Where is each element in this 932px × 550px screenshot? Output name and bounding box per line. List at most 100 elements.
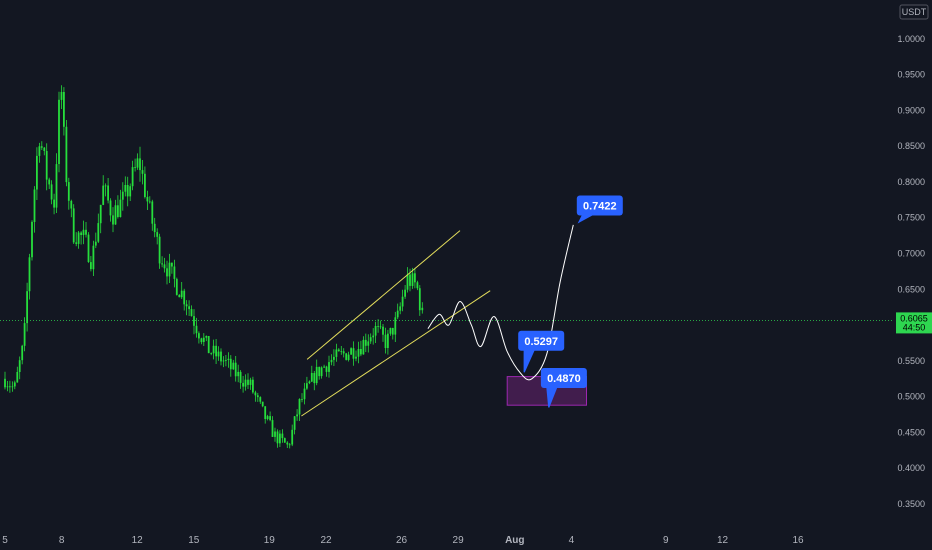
- callout-label: 0.5297: [524, 336, 558, 348]
- candle-body: [139, 158, 141, 171]
- candle-body: [360, 349, 362, 355]
- candle-body: [43, 147, 46, 151]
- candle-body: [53, 199, 55, 208]
- candle-body: [26, 291, 28, 324]
- y-tick-label: 0.3500: [897, 499, 925, 509]
- callout-box: [576, 195, 623, 216]
- candle-body: [131, 167, 134, 187]
- candle-body: [256, 395, 259, 398]
- candle-body: [33, 189, 36, 222]
- candle-body: [6, 386, 9, 388]
- candle-body: [237, 371, 240, 377]
- x-tick-label: 16: [792, 535, 804, 546]
- candle-body: [50, 184, 53, 200]
- y-tick-label: 0.5500: [897, 356, 925, 366]
- candle-body: [65, 126, 68, 183]
- candle-body: [16, 372, 19, 383]
- candle-body: [70, 200, 73, 209]
- candle-body: [180, 290, 183, 298]
- x-tick-label: 8: [59, 535, 65, 546]
- candle-body: [335, 349, 338, 357]
- callout-label: 0.4870: [547, 373, 581, 385]
- candle-body: [261, 401, 264, 407]
- candle-body: [153, 223, 156, 233]
- y-tick-label: 0.6500: [897, 284, 925, 294]
- y-tick-label: 0.5000: [897, 392, 925, 402]
- candle-body: [350, 348, 352, 355]
- x-tick-label: 26: [396, 535, 408, 546]
- time-axis[interactable]: 5 8 12 15 19 22 26 29 Aug 4 9 12 16: [2, 535, 804, 546]
- candle-body: [40, 146, 43, 148]
- candle-body: [266, 416, 269, 419]
- price-callout[interactable]: 0.5297: [518, 330, 565, 373]
- candle-body: [75, 242, 78, 244]
- candle-body: [269, 416, 271, 421]
- candlestick-series: [4, 85, 424, 449]
- candle-body: [242, 382, 244, 387]
- candle-body: [310, 373, 313, 382]
- candle-body: [77, 232, 80, 244]
- candle-body: [234, 362, 237, 377]
- candle-body: [94, 241, 97, 246]
- callout-box: [540, 368, 587, 388]
- candle-body: [387, 333, 389, 348]
- y-tick-label: 0.7500: [897, 213, 925, 223]
- y-tick-label: 0.4500: [897, 427, 925, 437]
- candle-body: [173, 266, 176, 279]
- candle-body: [306, 383, 308, 389]
- candle-body: [384, 334, 387, 348]
- candle-body: [391, 328, 394, 335]
- candle-body: [418, 288, 421, 311]
- candle-body: [220, 351, 222, 362]
- candle-body: [279, 433, 281, 444]
- candle-body: [396, 310, 399, 318]
- candle-body: [87, 234, 90, 262]
- x-tick-label: 9: [663, 535, 669, 546]
- candle-body: [372, 335, 375, 338]
- candle-body: [136, 158, 139, 168]
- x-tick-label: 29: [453, 535, 465, 546]
- candle-body: [303, 388, 306, 400]
- candle-body: [369, 337, 372, 342]
- y-tick-label: 0.8500: [897, 141, 925, 151]
- candle-body: [161, 263, 163, 265]
- y-tick-label: 0.9000: [897, 105, 925, 115]
- candle-body: [271, 420, 274, 437]
- candle-body: [205, 336, 208, 338]
- candle-body: [367, 341, 370, 346]
- candle-body: [330, 359, 333, 363]
- candle-body: [104, 185, 107, 187]
- candle-body: [276, 431, 279, 444]
- x-tick-label: 22: [320, 535, 332, 546]
- candle-body: [183, 290, 186, 305]
- candle-body: [409, 274, 411, 286]
- candle-body: [379, 326, 382, 328]
- candle-body: [58, 99, 60, 164]
- candle-body: [320, 367, 323, 377]
- candle-body: [31, 221, 33, 258]
- candle-body: [28, 257, 31, 292]
- candle-body: [274, 431, 276, 437]
- candle-body: [377, 326, 379, 327]
- price-callout[interactable]: 0.4870: [540, 368, 587, 408]
- candle-body: [293, 416, 296, 430]
- candle-body: [193, 316, 195, 326]
- y-tick-label: 0.8000: [897, 177, 925, 187]
- candle-body: [347, 354, 350, 360]
- candle-body: [178, 294, 181, 298]
- candle-body: [23, 323, 26, 346]
- candle-body: [296, 414, 298, 417]
- candle-body: [259, 397, 262, 402]
- candle-body: [63, 92, 65, 127]
- candle-body: [318, 366, 321, 377]
- candle-body: [92, 245, 95, 270]
- candle-body: [315, 366, 318, 384]
- candle-body: [229, 358, 232, 370]
- price-callout[interactable]: 0.7422: [576, 195, 623, 224]
- candle-body: [107, 185, 109, 201]
- candle-body: [215, 345, 217, 357]
- x-tick-label: 19: [264, 535, 276, 546]
- candle-body: [323, 366, 325, 368]
- candle-body: [55, 164, 58, 208]
